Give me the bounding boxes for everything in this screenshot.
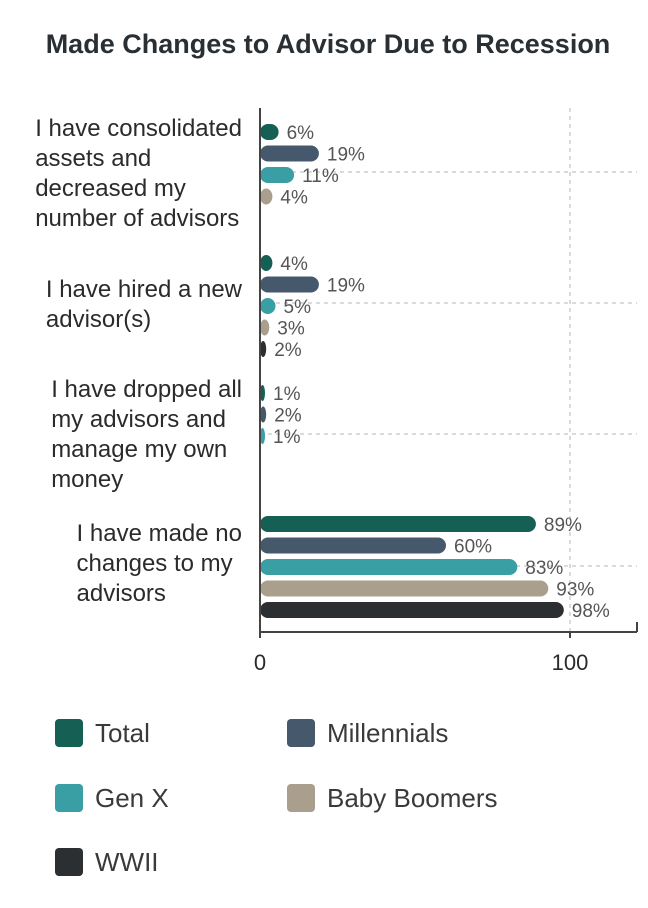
legend-swatch: [287, 719, 315, 747]
legend: Total Millennials Gen X Baby Boomers WWII: [55, 718, 498, 877]
bar-gen-x-1: [260, 298, 276, 314]
bar-total-2: [260, 385, 265, 401]
bars: [260, 124, 564, 618]
legend-label: Gen X: [95, 783, 169, 813]
category-labels: I have consolidated assets and decreased m…: [35, 115, 242, 607]
legend-item-gen-x: Gen X: [55, 783, 169, 813]
legend-swatch: [55, 719, 83, 747]
category-label-line: decreased my: [35, 175, 186, 202]
legend-item-total: Total: [55, 718, 150, 748]
category-label-line: money: [51, 466, 123, 493]
x-tick-label: 100: [552, 650, 589, 675]
bar-total-1: [260, 255, 273, 271]
data-label: 93%: [556, 580, 594, 601]
category-label-line: I have dropped all: [51, 376, 242, 403]
category-label-line: I have hired a new: [46, 276, 243, 303]
category-label-line: changes to my: [77, 550, 233, 577]
legend-swatch: [287, 784, 315, 812]
data-label: 2%: [274, 406, 302, 427]
category-label-line: my advisors and: [51, 406, 226, 433]
legend-item-wwii: WWII: [55, 847, 159, 877]
data-label: 60%: [454, 537, 492, 558]
bar-gen-x-2: [260, 428, 265, 444]
bar-total-0: [260, 124, 279, 140]
bar-gen-x-0: [260, 167, 295, 183]
data-labels: 6% 4% 1% 89% 19% 19% 2% 60% 11% 5% 1% 83% 4% 3% 93% 2% 9…: [273, 123, 610, 622]
category-label-line: number of advisors: [35, 205, 239, 232]
bar-millennials-0: [260, 145, 319, 162]
data-label: 2%: [274, 340, 302, 361]
legend-label: Baby Boomers: [327, 783, 498, 813]
x-tick-label: 0: [254, 650, 266, 675]
legend-label: Millennials: [327, 718, 448, 748]
data-label: 6%: [287, 123, 315, 144]
data-label: 19%: [327, 145, 365, 166]
data-label: 11%: [302, 166, 339, 187]
gridlines: [260, 108, 637, 632]
category-label-line: advisor(s): [46, 306, 151, 333]
bar-baby-boomers-0: [260, 188, 273, 205]
bar-wwii-3: [260, 602, 564, 618]
data-label: 89%: [544, 515, 582, 536]
category-label-0: I have consolidated assets and decreased m…: [35, 115, 242, 232]
bar-baby-boomers-3: [260, 580, 549, 597]
data-label: 3%: [277, 319, 305, 340]
bar-millennials-2: [260, 406, 267, 423]
category-label-line: I have made no: [77, 520, 242, 547]
axes: 0 100: [254, 108, 638, 675]
legend-label: WWII: [95, 847, 159, 877]
category-label-line: assets and: [35, 145, 151, 172]
bar-gen-x-3: [260, 559, 518, 575]
bar-wwii-1: [260, 341, 267, 357]
legend-label: Total: [95, 718, 150, 748]
category-label-1: I have hired a new advisor(s): [46, 276, 243, 333]
data-label: 1%: [273, 384, 301, 405]
category-label-line: advisors: [77, 580, 166, 607]
legend-swatch: [55, 784, 83, 812]
bar-millennials-1: [260, 276, 319, 293]
data-label: 83%: [525, 558, 563, 579]
data-label: 98%: [572, 601, 610, 622]
data-label: 19%: [327, 276, 365, 297]
data-label: 5%: [284, 297, 312, 318]
category-label-3: I have made no changes to my advisors: [77, 520, 242, 607]
legend-item-millennials: Millennials: [287, 718, 448, 748]
legend-item-baby-boomers: Baby Boomers: [287, 783, 498, 813]
legend-swatch: [55, 848, 83, 876]
data-label: 4%: [280, 188, 308, 209]
bar-baby-boomers-1: [260, 319, 270, 336]
category-label-2: I have dropped all my advisors and manage …: [51, 376, 242, 493]
chart-title: Made Changes to Advisor Due to Recession: [46, 29, 611, 59]
bar-total-3: [260, 516, 536, 532]
bar-millennials-3: [260, 537, 446, 554]
category-label-line: I have consolidated: [35, 115, 242, 142]
category-label-line: manage my own: [51, 436, 227, 463]
data-label: 4%: [280, 254, 308, 275]
data-label: 1%: [273, 427, 301, 448]
